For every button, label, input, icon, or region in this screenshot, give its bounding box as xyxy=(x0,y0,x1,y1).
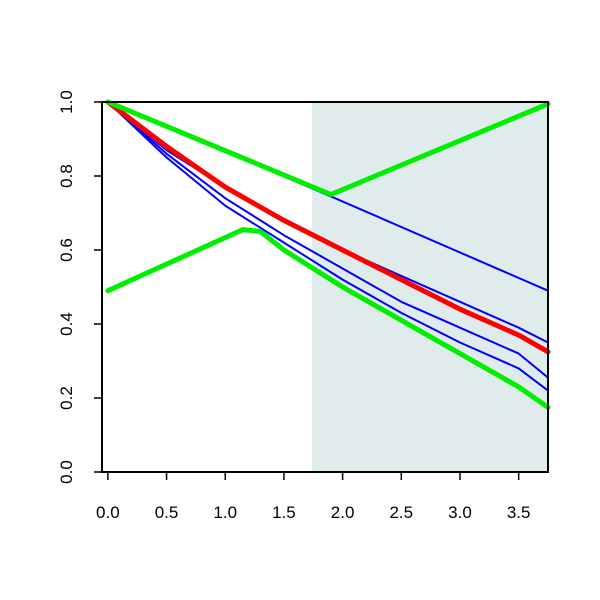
series-line-5 xyxy=(105,99,551,355)
x-tick-label: 3.0 xyxy=(448,503,472,522)
x-tick-label: 0.0 xyxy=(96,503,120,522)
series-line-4 xyxy=(106,101,549,392)
series-line-7 xyxy=(105,227,551,410)
x-tick-label: 2.0 xyxy=(331,503,355,522)
x-tick-label: 1.5 xyxy=(272,503,296,522)
y-tick-label: 0.2 xyxy=(57,386,76,410)
series-layer xyxy=(105,99,551,410)
y-tick-label: 0.6 xyxy=(57,238,76,262)
y-tick-label: 0.8 xyxy=(57,164,76,188)
x-axis: 0.0 0.5 1.0 1.5 2.0 2.5 3.0 3.5 xyxy=(96,472,530,522)
x-tick-label: 2.5 xyxy=(389,503,413,522)
y-tick-label: 0.4 xyxy=(57,312,76,336)
plot-frame xyxy=(101,101,549,473)
x-tick-label: 0.5 xyxy=(155,503,179,522)
x-tick-label: 3.5 xyxy=(507,503,531,522)
x-tick-label: 1.0 xyxy=(213,503,237,522)
y-tick-label: 1.0 xyxy=(57,90,76,114)
series-line-6 xyxy=(105,99,551,197)
shaded-region xyxy=(312,102,548,472)
series-line-3 xyxy=(106,101,549,379)
y-axis: 0.0 0.2 0.4 0.6 0.8 1.0 xyxy=(57,90,102,484)
y-tick-label: 0.0 xyxy=(57,460,76,484)
